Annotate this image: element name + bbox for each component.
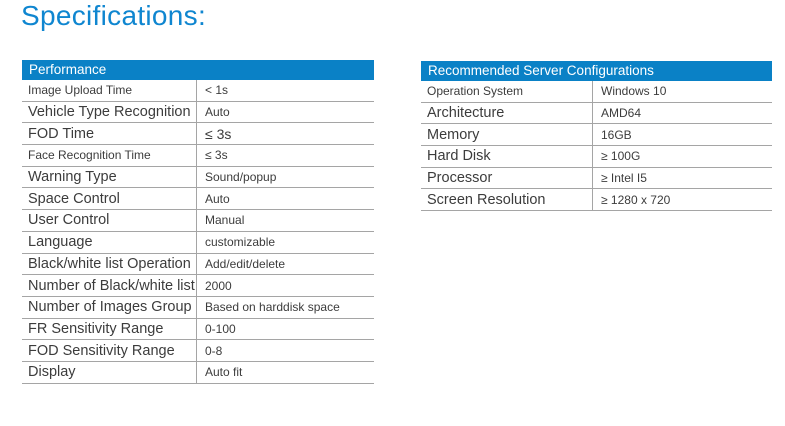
spec-value: Auto: [205, 191, 230, 206]
table-row: Architecture AMD64: [421, 102, 772, 125]
spec-value: ≥ Intel I5: [601, 171, 647, 186]
table-row: FOD Time ≤ 3s: [22, 123, 374, 146]
performance-table: Performance Image Upload Time < 1s Vehicle…: [22, 60, 374, 384]
spec-value: customizable: [205, 235, 276, 250]
spec-label: Memory: [421, 124, 593, 146]
spec-label: Language: [22, 231, 197, 253]
table-row: Operation System Windows 10: [421, 81, 772, 103]
spec-label: Hard Disk: [421, 146, 593, 167]
table-row: FR Sensitivity Range 0-100: [22, 318, 374, 341]
spec-label: User Control: [22, 210, 197, 231]
page-title: Specifications:: [21, 0, 207, 31]
table-row: Display Auto fit: [22, 361, 374, 384]
spec-label: Space Control: [22, 188, 197, 210]
table-row: Memory 16GB: [421, 124, 772, 147]
spec-label: Black/white list Operation: [22, 253, 197, 275]
spec-label: Warning Type: [22, 166, 197, 188]
spec-value: 2000: [205, 278, 232, 293]
spec-value: Based on harddisk space: [205, 300, 340, 315]
spec-value: Add/edit/delete: [205, 256, 286, 271]
spec-value: Windows 10: [601, 84, 667, 99]
spec-label: Display: [22, 361, 197, 383]
table-row: Number of Images Group Based on harddisk …: [22, 296, 374, 319]
table-row: Black/white list Operation Add/edit/delet…: [22, 253, 374, 276]
spec-label: FR Sensitivity Range: [22, 318, 197, 340]
spec-label: FOD Sensitivity Range: [22, 340, 197, 361]
table-row: Space Control Auto: [22, 188, 374, 211]
server-config-table-body: Operation System Windows 10 Architecture AM…: [421, 81, 772, 212]
performance-table-body: Image Upload Time < 1s Vehicle Type Recogn…: [22, 80, 374, 384]
spec-label: Image Upload Time: [22, 80, 197, 101]
spec-value: ≤ 3s: [205, 148, 228, 163]
spec-label: Number of Images Group: [22, 296, 197, 318]
server-config-table-header: Recommended Server Configurations: [421, 61, 772, 81]
spec-value: Auto fit: [205, 365, 243, 380]
spec-value: ≥ 1280 x 720: [601, 192, 671, 207]
spec-label: FOD Time: [22, 123, 197, 145]
spec-label: Processor: [421, 167, 593, 189]
spec-label: Number of Black/white list: [22, 275, 197, 296]
table-row: Language customizable: [22, 231, 374, 254]
spec-value: 0-8: [205, 343, 223, 358]
table-row: User Control Manual: [22, 210, 374, 232]
performance-table-header: Performance: [22, 60, 374, 80]
table-row: Screen Resolution ≥ 1280 x 720: [421, 189, 772, 212]
table-row: Hard Disk ≥ 100G: [421, 146, 772, 168]
table-row: Face Recognition Time ≤ 3s: [22, 145, 374, 167]
spec-value: 16GB: [601, 127, 632, 142]
spec-label: Face Recognition Time: [22, 145, 197, 166]
table-row: Number of Black/white list 2000: [22, 275, 374, 297]
table-row: Image Upload Time < 1s: [22, 80, 374, 102]
spec-value: AMD64: [601, 106, 642, 121]
spec-label: Screen Resolution: [421, 189, 593, 211]
table-row: FOD Sensitivity Range 0-8: [22, 340, 374, 362]
spec-value: Auto: [205, 105, 230, 120]
spec-value: < 1s: [205, 83, 229, 98]
spec-value: ≥ 100G: [601, 149, 641, 164]
spec-value: Manual: [205, 213, 245, 228]
spec-label: Architecture: [421, 102, 593, 124]
table-row: Warning Type Sound/popup: [22, 166, 374, 189]
spec-label: Operation System: [421, 81, 593, 102]
table-row: Vehicle Type Recognition Auto: [22, 101, 374, 124]
spec-label: Vehicle Type Recognition: [22, 101, 197, 123]
spec-value: 0-100: [205, 321, 236, 336]
spec-value: ≤ 3s: [205, 125, 232, 142]
spec-value: Sound/popup: [205, 170, 277, 185]
table-row: Processor ≥ Intel I5: [421, 167, 772, 190]
server-config-table: Recommended Server Configurations Operat…: [421, 61, 772, 212]
